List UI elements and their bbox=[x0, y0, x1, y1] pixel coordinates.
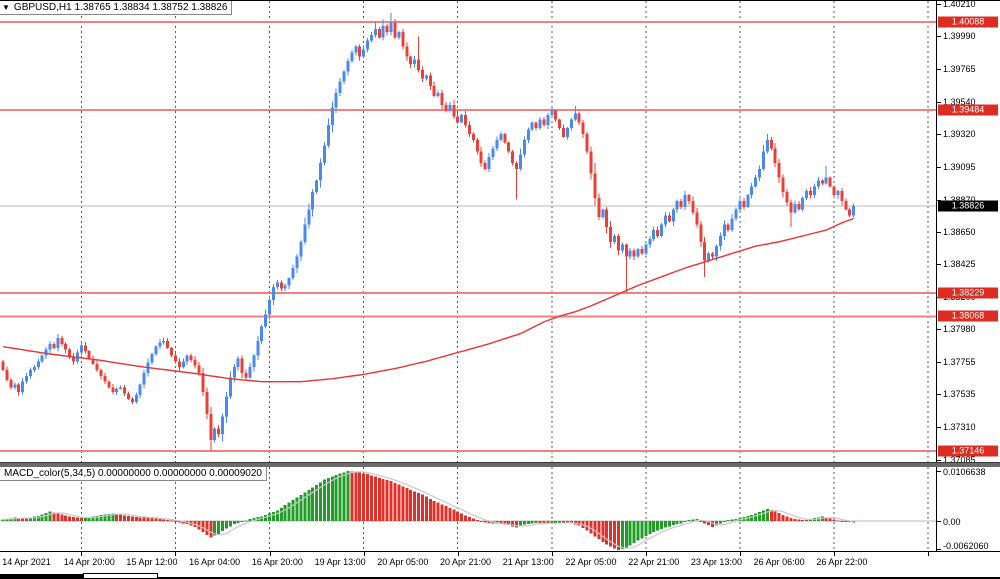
macd-indicator-label: MACD_color(5,34,5) 0.00000000 0.00000000… bbox=[0, 467, 267, 481]
price-axis-label: 1.37980 bbox=[943, 324, 976, 335]
price-tick bbox=[937, 329, 941, 330]
time-tick bbox=[552, 552, 553, 556]
price-axis-label: 1.40210 bbox=[943, 0, 976, 10]
ohlc-values: 1.38765 1.38834 1.38752 1.38826 bbox=[74, 2, 228, 13]
macd-values: 0.00000000 0.00000000 0.00009020 bbox=[97, 468, 262, 479]
time-axis-label: 20 Apr 21:00 bbox=[440, 557, 492, 567]
time-tick bbox=[364, 552, 365, 556]
macd-axis-zero: 0.00 bbox=[943, 517, 961, 527]
macd-chart[interactable] bbox=[0, 467, 937, 552]
price-tick bbox=[937, 460, 941, 461]
horizontal-level-lines bbox=[0, 20, 937, 452]
price-tick bbox=[937, 232, 941, 233]
price-axis[interactable]: 1.40210 1.39990 1.39765 1.39540 1.39320 1.390… bbox=[937, 0, 1000, 465]
time-tick bbox=[81, 552, 82, 556]
axis-border bbox=[0, 551, 1000, 552]
time-axis-label: 19 Apr 13:00 bbox=[314, 557, 366, 567]
price-axis-label: 1.37755 bbox=[943, 357, 976, 368]
level-price-tag: 1.39484 bbox=[938, 104, 998, 116]
time-axis-label: 22 Apr 05:00 bbox=[565, 557, 617, 567]
time-tick bbox=[270, 552, 271, 556]
level-price-tag: 1.38229 bbox=[938, 287, 998, 299]
price-tick bbox=[937, 167, 941, 168]
price-axis-label: 1.37310 bbox=[943, 421, 976, 432]
price-axis-label: 1.39095 bbox=[943, 161, 976, 172]
time-tick bbox=[175, 552, 176, 556]
price-tick bbox=[937, 36, 941, 37]
time-axis-label: 14 Apr 20:00 bbox=[63, 557, 115, 567]
time-axis-label: 26 Apr 22:00 bbox=[816, 557, 868, 567]
price-chart[interactable] bbox=[0, 1, 937, 462]
pane-separator[interactable] bbox=[0, 462, 1000, 467]
price-tick bbox=[937, 4, 941, 5]
time-tick bbox=[928, 552, 929, 556]
macd-axis-max: 0.0106638 bbox=[943, 467, 986, 477]
time-axis-label: 16 Apr 04:00 bbox=[189, 557, 241, 567]
time-axis-label: 22 Apr 21:00 bbox=[628, 557, 680, 567]
price-axis-label: 1.39320 bbox=[943, 128, 976, 139]
macd-signal-line bbox=[2, 471, 854, 549]
level-price-tag: 1.37146 bbox=[938, 445, 998, 457]
level-price-tag: 1.38068 bbox=[938, 310, 998, 322]
time-axis-label: 26 Apr 06:00 bbox=[753, 557, 805, 567]
time-tick bbox=[646, 552, 647, 556]
time-axis-label: 21 Apr 13:00 bbox=[502, 557, 554, 567]
scrollbar-track[interactable] bbox=[0, 574, 83, 579]
macd-histogram-bars bbox=[1, 471, 856, 550]
chevron-down-icon[interactable]: ▼ bbox=[2, 3, 10, 12]
current-price-tag: 1.38826 bbox=[938, 200, 998, 212]
time-tick bbox=[458, 552, 459, 556]
day-gridlines bbox=[80, 1, 929, 462]
time-axis-label: 15 Apr 12:00 bbox=[126, 557, 178, 567]
price-axis-label: 1.38650 bbox=[943, 226, 976, 237]
price-tick bbox=[937, 362, 941, 363]
price-tick bbox=[937, 394, 941, 395]
macd-name: MACD_color(5,34,5) bbox=[4, 468, 96, 479]
macd-axis-min: -0.0062060 bbox=[943, 541, 989, 551]
moving-average-line bbox=[2, 217, 854, 383]
scrollbar-line bbox=[158, 577, 1000, 578]
price-axis-label: 1.38870 bbox=[943, 195, 976, 205]
price-axis-label: 1.39990 bbox=[943, 31, 976, 42]
time-axis-label: 14 Apr 2021 bbox=[2, 557, 51, 567]
price-tick bbox=[937, 69, 941, 70]
time-tick bbox=[834, 552, 835, 556]
price-axis-label: 1.38425 bbox=[943, 259, 976, 270]
price-tick bbox=[937, 102, 941, 103]
time-tick bbox=[740, 552, 741, 556]
time-axis[interactable]: 14 Apr 2021 14 Apr 20:00 15 Apr 12:00 16 Ap… bbox=[0, 552, 1000, 573]
symbol-ohlc-label[interactable]: ▼ GBPUSD,H1 1.38765 1.38834 1.38752 1.388… bbox=[0, 1, 233, 15]
price-axis-label: 1.37085 bbox=[943, 454, 976, 465]
price-tick bbox=[937, 427, 941, 428]
price-tick bbox=[937, 134, 941, 135]
price-axis-label: 1.39540 bbox=[943, 96, 976, 107]
price-tick bbox=[937, 264, 941, 265]
time-axis-label: 23 Apr 13:00 bbox=[690, 557, 742, 567]
time-axis-label: 20 Apr 05:00 bbox=[377, 557, 429, 567]
level-price-tag: 1.40088 bbox=[938, 16, 998, 28]
symbol-name: GBPUSD,H1 bbox=[13, 2, 72, 13]
price-axis-label: 1.39765 bbox=[943, 64, 976, 75]
macd-axis[interactable]: 0.0106638 0.00 -0.0062060 bbox=[937, 467, 1000, 552]
price-axis-label: 1.37535 bbox=[943, 389, 976, 400]
pane-border bbox=[936, 467, 937, 552]
candles bbox=[1, 13, 856, 451]
pane-border bbox=[936, 1, 937, 462]
time-axis-label: 16 Apr 20:00 bbox=[251, 557, 303, 567]
